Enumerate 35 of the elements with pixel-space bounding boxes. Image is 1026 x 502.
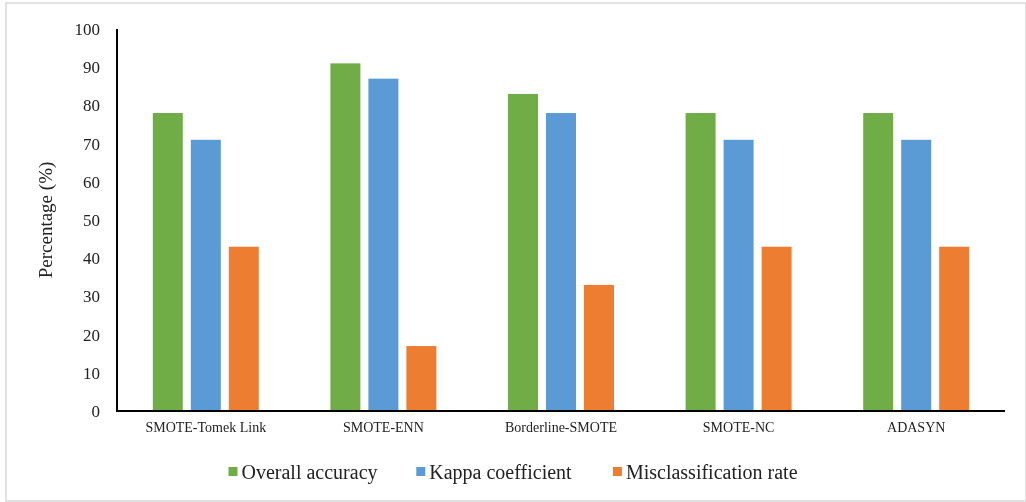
bar [228, 246, 259, 411]
bar [584, 284, 614, 411]
y-tick-label: 10 [83, 363, 100, 383]
bar [406, 346, 437, 411]
bar [190, 139, 221, 411]
y-tick-label: 80 [83, 96, 100, 116]
bar [939, 246, 970, 411]
x-tick-label: SMOTE-ENN [342, 420, 424, 435]
bar [368, 78, 399, 411]
bar [508, 93, 538, 411]
y-tick-label: 70 [83, 134, 100, 154]
y-tick-label: 60 [83, 172, 100, 192]
y-tick-label: 30 [83, 287, 100, 307]
legend-label: Kappa coefficient [429, 461, 573, 484]
x-tick-label: SMOTE-Tomek Link [145, 420, 267, 435]
y-tick-label: 90 [83, 58, 100, 78]
legend-label: Misclassification rate [625, 461, 798, 483]
x-tick-label: SMOTE-NC [702, 420, 775, 435]
y-axis-title: Percentage (%) [35, 161, 57, 279]
bar [685, 113, 716, 411]
y-tick-label: 100 [74, 19, 100, 39]
bar [761, 246, 792, 411]
legend-label: Overall accuracy [241, 461, 378, 484]
bar [863, 113, 894, 411]
bar [546, 113, 576, 411]
x-tick-label: ADASYN [887, 420, 946, 435]
y-tick-label: 40 [83, 249, 100, 269]
bar [152, 113, 183, 411]
y-tick-label: 20 [83, 325, 100, 345]
bar [901, 139, 932, 411]
x-tick-label: Borderline-SMOTE [505, 420, 617, 435]
bar [723, 139, 754, 411]
bar [330, 63, 361, 411]
y-tick-label: 50 [83, 210, 100, 230]
y-tick-label: 0 [91, 401, 100, 421]
